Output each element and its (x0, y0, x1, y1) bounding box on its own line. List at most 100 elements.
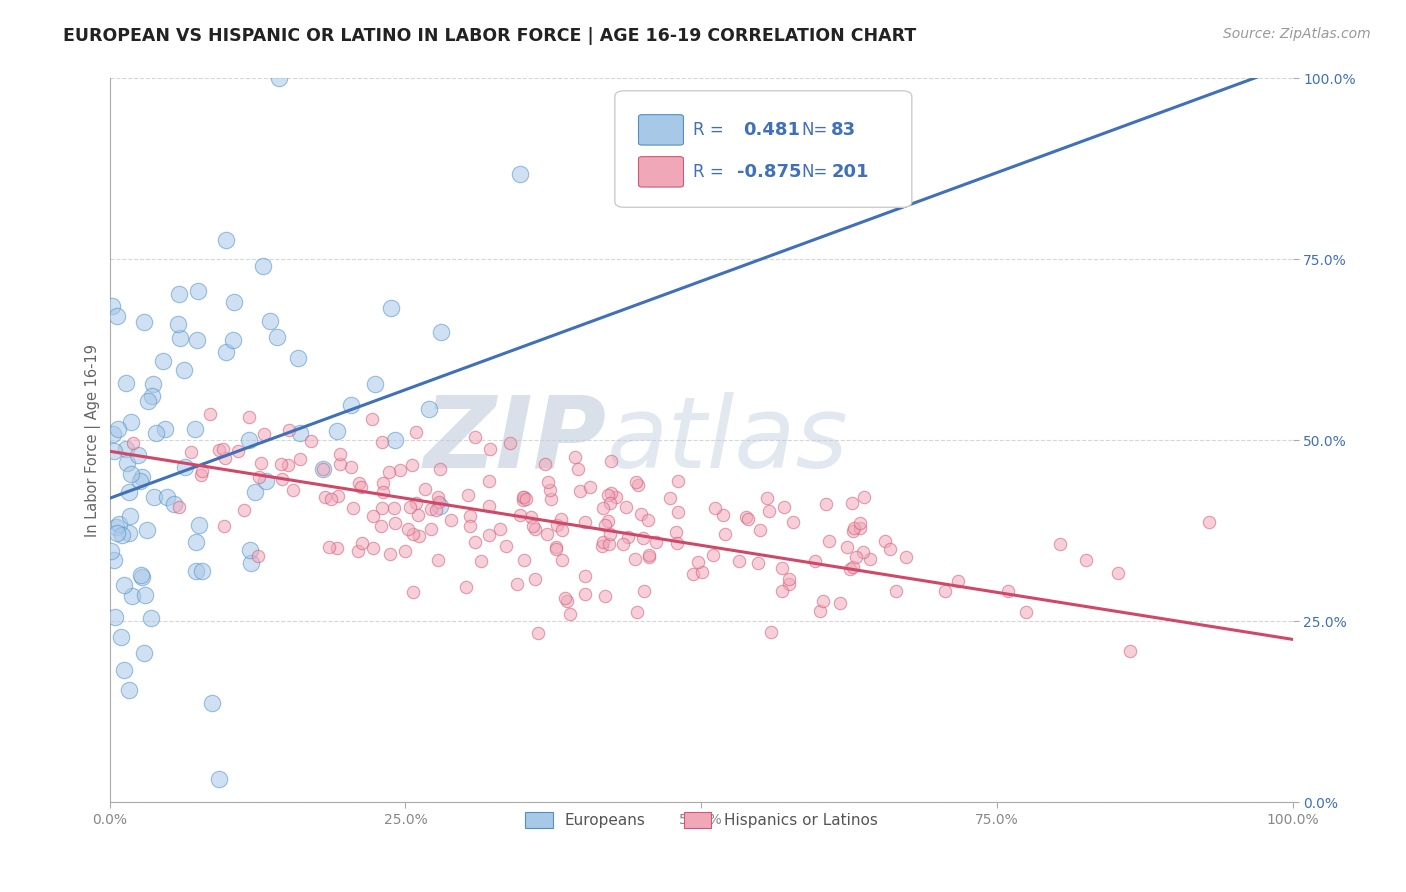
Point (1107, 566, 1129, 581)
Point (105, 309, 128, 323)
Point (513, 553, 536, 567)
Point (499, 435, 522, 450)
Point (612, 537, 634, 551)
Point (808, 604, 831, 618)
Point (506, 576, 529, 591)
Point (117, 526, 139, 541)
Point (1119, 644, 1142, 658)
Point (266, 330, 288, 344)
Point (713, 527, 735, 541)
Point (361, 541, 384, 556)
Point (489, 522, 512, 536)
Point (659, 491, 682, 506)
Point (329, 447, 352, 461)
Point (163, 497, 186, 511)
Point (534, 457, 557, 471)
Point (233, 503, 256, 517)
Point (838, 562, 860, 576)
Point (456, 581, 478, 595)
Point (464, 430, 486, 444)
Point (1198, 516, 1220, 530)
Point (103, 443, 125, 458)
Point (458, 509, 481, 524)
Point (478, 499, 501, 513)
Point (527, 625, 550, 640)
Point (524, 573, 547, 587)
Point (114, 376, 136, 390)
Point (347, 475, 370, 490)
Point (180, 445, 202, 459)
Point (778, 572, 800, 586)
Point (536, 526, 558, 541)
Point (614, 500, 637, 515)
Point (579, 480, 602, 494)
Text: 83: 83 (831, 121, 856, 139)
Point (600, 486, 623, 500)
Point (429, 462, 451, 476)
Point (470, 554, 492, 568)
Point (238, 434, 260, 448)
Point (419, 522, 441, 536)
Point (599, 454, 621, 468)
Text: EUROPEAN VS HISPANIC OR LATINO IN LABOR FORCE | AGE 16-19 CORRELATION CHART: EUROPEAN VS HISPANIC OR LATINO IN LABOR … (63, 27, 917, 45)
Point (592, 500, 614, 515)
Text: atlas: atlas (606, 392, 848, 489)
Point (782, 515, 804, 529)
Point (117, 456, 139, 470)
Point (747, 557, 769, 571)
Point (312, 462, 335, 476)
Point (429, 499, 451, 513)
Point (250, 456, 273, 470)
Point (758, 504, 780, 518)
Point (110, 631, 132, 645)
Point (859, 552, 882, 566)
Point (100, 544, 122, 558)
Point (520, 509, 543, 524)
Point (245, 484, 267, 499)
Point (373, 476, 395, 491)
Point (173, 459, 195, 474)
Point (121, 435, 143, 450)
Point (811, 594, 834, 608)
Text: R =: R = (693, 163, 724, 181)
Point (666, 505, 689, 519)
Point (118, 683, 141, 698)
Point (253, 426, 276, 441)
Point (153, 422, 176, 436)
Point (267, 71, 290, 86)
Point (152, 354, 174, 368)
Point (593, 590, 616, 604)
Point (103, 553, 125, 567)
Point (342, 501, 364, 516)
Point (120, 467, 142, 482)
Point (756, 491, 779, 505)
Point (842, 524, 865, 539)
Point (617, 530, 640, 544)
Point (271, 471, 294, 485)
Point (879, 541, 901, 556)
Point (371, 435, 394, 450)
Point (626, 605, 648, 619)
Point (688, 555, 710, 569)
Point (458, 518, 481, 533)
Point (215, 233, 238, 247)
Point (112, 577, 135, 591)
Point (214, 451, 236, 466)
Point (849, 516, 872, 530)
Point (818, 534, 841, 549)
Point (346, 544, 368, 558)
Point (340, 459, 363, 474)
Point (512, 490, 534, 504)
Point (398, 500, 420, 514)
Point (380, 301, 402, 316)
Point (188, 518, 211, 533)
Point (464, 534, 486, 549)
Point (574, 587, 596, 601)
Point (259, 314, 281, 328)
Point (252, 260, 274, 274)
Point (120, 415, 142, 429)
Point (186, 334, 208, 348)
Point (734, 509, 756, 524)
Point (592, 539, 614, 553)
Point (477, 528, 499, 542)
